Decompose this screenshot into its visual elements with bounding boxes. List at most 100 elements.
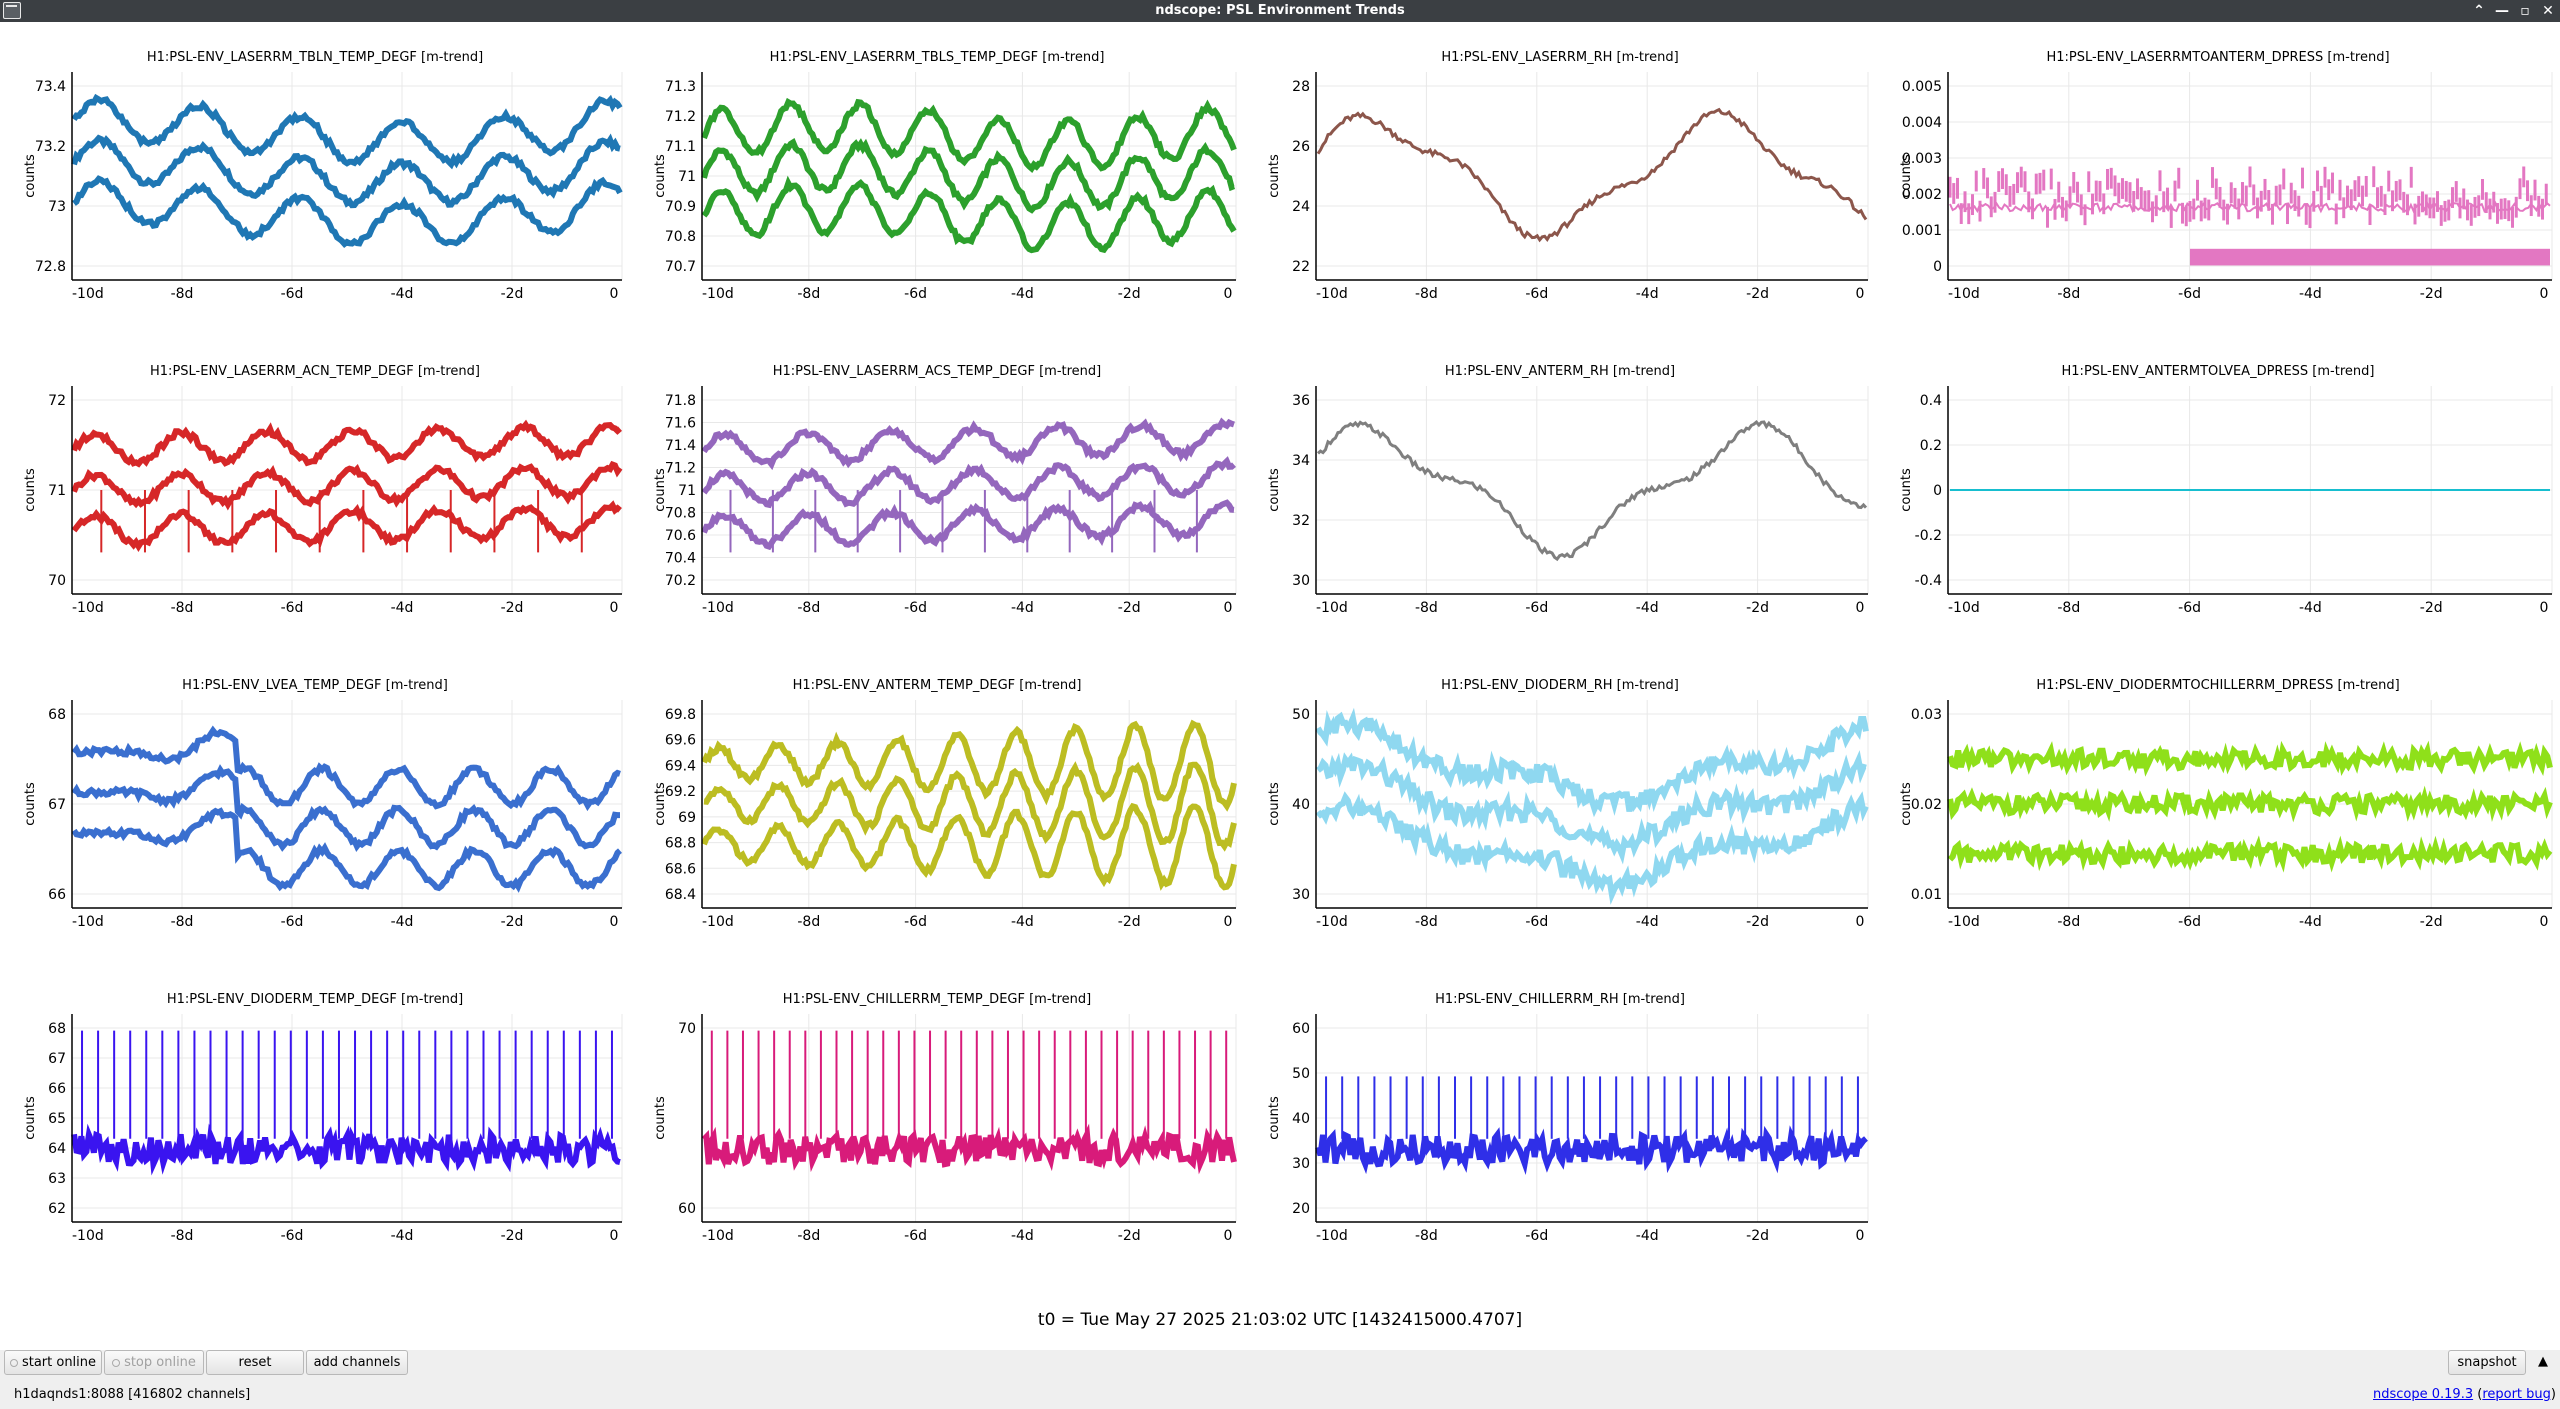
x-tick-label: -4d — [1011, 1228, 1034, 1244]
trend-plot[interactable]: H1:PSL-ENV_ANTERM_TEMP_DEGF [m-trend] 68.… — [630, 650, 1244, 964]
y-tick-label: 63 — [48, 1171, 66, 1187]
y-tick-label: 0.2 — [1920, 438, 1942, 454]
trend-plot[interactable]: H1:PSL-ENV_LASERRM_TBLS_TEMP_DEGF [m-tre… — [630, 22, 1244, 336]
stop-online-button[interactable]: stop online — [104, 1350, 204, 1375]
y-tick-label: 36 — [1292, 393, 1310, 409]
y-tick-label: 70.7 — [665, 259, 696, 275]
x-tick-label: -2d — [1118, 286, 1141, 302]
x-tick-label: -8d — [797, 914, 820, 930]
x-tick-label: -2d — [2420, 600, 2443, 616]
status-bar: h1daqnds1:8088 [416802 channels] ndscope… — [0, 1380, 2560, 1409]
x-tick-label: 0 — [610, 286, 619, 302]
plot-title: H1:PSL-ENV_DIODERM_RH [m-trend] — [1441, 678, 1679, 693]
plot-canvas: 68.4 68.6 68.8 69 69.2 69.4 69.6 69.8 -10d -8d -6d… — [653, 700, 1237, 930]
keep-above-button[interactable]: ⌃ — [2473, 3, 2485, 19]
x-tick-label: -6d — [1525, 1228, 1548, 1244]
y-axis-label: counts — [653, 468, 668, 512]
y-tick-label: 30 — [1292, 1156, 1310, 1172]
x-tick-label: -6d — [2178, 600, 2201, 616]
trend-trace — [1947, 740, 2553, 873]
x-tick-label: 0 — [610, 1228, 619, 1244]
window-title: ndscope: PSL Environment Trends — [1155, 3, 1405, 18]
t0-label: t0 = Tue May 27 2025 21:03:02 UTC [14324… — [1037, 1310, 1523, 1330]
x-tick-label: -6d — [904, 600, 927, 616]
y-tick-label: 71.1 — [665, 139, 696, 155]
trend-plot[interactable]: H1:PSL-ENV_LASERRM_ACN_TEMP_DEGF [m-tren… — [0, 336, 630, 650]
x-tick-label: -4d — [1011, 600, 1034, 616]
trend-trace — [701, 719, 1237, 891]
plot-canvas: 30 40 50 -10d -8d -6d -4d -2d 0 counts — [1267, 700, 1869, 930]
minimize-button[interactable]: — — [2495, 3, 2509, 19]
y-axis-label: counts — [23, 468, 38, 512]
trend-trace — [1316, 419, 1868, 562]
x-tick-label: -8d — [797, 286, 820, 302]
x-tick-label: 0 — [610, 914, 619, 930]
x-tick-label: -8d — [171, 286, 194, 302]
trend-plot[interactable]: H1:PSL-ENV_LASERRM_ACS_TEMP_DEGF [m-tren… — [630, 336, 1244, 650]
x-tick-label: -4d — [1636, 914, 1659, 930]
version-link[interactable]: ndscope 0.19.3 — [2373, 1387, 2474, 1402]
trend-plot[interactable]: H1:PSL-ENV_ANTERMTOLVEA_DPRESS [m-trend]… — [1876, 336, 2560, 650]
y-tick-label: 0.005 — [1902, 79, 1942, 95]
x-tick-label: -2d — [1746, 1228, 1769, 1244]
y-tick-label: 0.001 — [1902, 223, 1942, 239]
trend-plot[interactable]: H1:PSL-ENV_DIODERMTOCHILLERRM_DPRESS [m-… — [1876, 650, 2560, 964]
x-tick-label: -2d — [1118, 914, 1141, 930]
snapshot-button[interactable]: snapshot — [2448, 1350, 2526, 1375]
trend-plot[interactable]: H1:PSL-ENV_DIODERM_TEMP_DEGF [m-trend] 62… — [0, 964, 630, 1278]
y-tick-label: 71.2 — [665, 109, 696, 125]
y-tick-label: 0.002 — [1902, 187, 1942, 203]
x-tick-label: -2d — [2420, 914, 2443, 930]
x-tick-label: -6d — [1525, 286, 1548, 302]
x-tick-label: 0 — [2540, 914, 2549, 930]
y-tick-label: 68 — [48, 707, 66, 723]
y-axis-label: counts — [23, 154, 38, 198]
report-bug-link[interactable]: report bug — [2482, 1387, 2551, 1402]
trend-plot[interactable]: H1:PSL-ENV_LASERRM_TBLN_TEMP_DEGF [m-tre… — [0, 22, 630, 336]
plot-canvas: 62 63 64 65 66 67 68 -10d -8d -6d -4d -2d 0 counts — [23, 1014, 623, 1244]
plot-title: H1:PSL-ENV_CHILLERRM_TEMP_DEGF [m-trend] — [782, 992, 1092, 1007]
trend-plot[interactable]: H1:PSL-ENV_LASERRMTOANTERM_DPRESS [m-tre… — [1876, 22, 2560, 336]
add-channels-button[interactable]: add channels — [306, 1350, 408, 1375]
trend-plot[interactable]: H1:PSL-ENV_CHILLERRM_RH [m-trend] 20 30 40 5… — [1244, 964, 1876, 1278]
start-online-button[interactable]: start online — [4, 1350, 102, 1375]
x-tick-label: -8d — [2057, 914, 2080, 930]
x-tick-label: -10d — [702, 286, 734, 302]
app-icon[interactable] — [3, 2, 21, 19]
x-tick-label: -4d — [391, 1228, 414, 1244]
y-tick-label: 0 — [1933, 259, 1942, 275]
trend-trace — [71, 419, 623, 553]
plot-title: H1:PSL-ENV_ANTERMTOLVEA_DPRESS [m-trend] — [2061, 364, 2375, 379]
y-tick-label: 26 — [1292, 139, 1310, 155]
trend-plot[interactable]: H1:PSL-ENV_LASERRM_RH [m-trend] 22 24 26 28 -… — [1244, 22, 1876, 336]
x-tick-label: -10d — [72, 1228, 104, 1244]
y-tick-label: 32 — [1292, 513, 1310, 529]
y-tick-label: 69.4 — [665, 758, 696, 774]
trend-plot[interactable]: H1:PSL-ENV_CHILLERRM_TEMP_DEGF [m-trend]… — [630, 964, 1244, 1278]
y-tick-label: 73.4 — [35, 79, 66, 95]
trend-trace — [71, 725, 622, 893]
trend-plot[interactable]: H1:PSL-ENV_LVEA_TEMP_DEGF [m-trend] 66 67 6… — [0, 650, 630, 964]
x-tick-label: -10d — [1316, 600, 1348, 616]
close-button[interactable]: ✕ — [2542, 3, 2554, 19]
y-tick-label: 66 — [48, 887, 66, 903]
trend-plot[interactable]: H1:PSL-ENV_ANTERM_RH [m-trend] 30 32 34 36 -1… — [1244, 336, 1876, 650]
y-tick-label: 28 — [1292, 79, 1310, 95]
y-tick-label: 0.003 — [1902, 151, 1942, 167]
y-tick-label: 60 — [678, 1201, 696, 1217]
y-tick-label: 30 — [1292, 573, 1310, 589]
plot-canvas: -0.4 -0.2 0 0.2 0.4 -10d -8d -6d -4d -2d 0 counts — [1899, 386, 2553, 616]
y-tick-label: 69 — [678, 810, 696, 826]
x-tick-label: -10d — [1316, 1228, 1348, 1244]
y-tick-label: 34 — [1292, 453, 1310, 469]
expand-arrow-icon[interactable]: ▲ — [2538, 1354, 2548, 1369]
reset-button[interactable]: reset — [206, 1350, 304, 1375]
y-tick-label: 20 — [1292, 1201, 1310, 1217]
maximize-button[interactable]: ▫ — [2520, 3, 2530, 19]
trend-plot[interactable]: H1:PSL-ENV_DIODERM_RH [m-trend] 30 40 50 -10… — [1244, 650, 1876, 964]
x-tick-label: -6d — [2178, 286, 2201, 302]
y-tick-label: 68 — [48, 1021, 66, 1037]
x-tick-label: -10d — [1948, 600, 1980, 616]
version-info: ndscope 0.19.3 (report bug) — [2373, 1387, 2556, 1402]
x-tick-label: -8d — [797, 600, 820, 616]
